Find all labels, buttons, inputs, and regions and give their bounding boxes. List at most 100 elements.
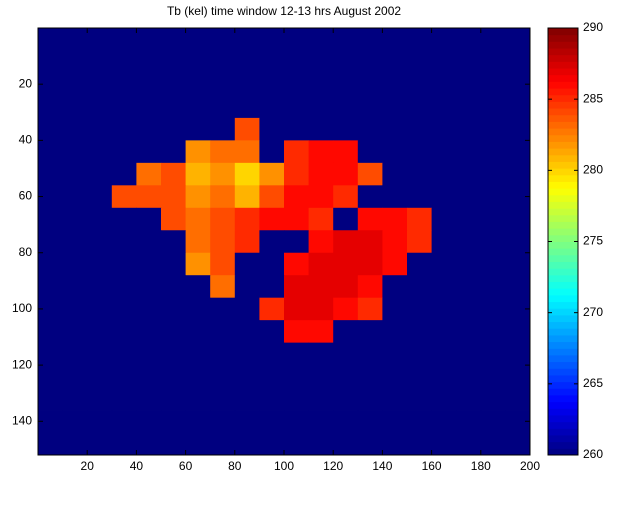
- colorbar-swatch: [548, 155, 578, 162]
- cell: [112, 140, 137, 163]
- cell: [136, 118, 161, 141]
- colorbar-swatch: [548, 295, 578, 302]
- cell: [210, 118, 235, 141]
- cell: [63, 185, 88, 208]
- colorbar-swatch: [548, 255, 578, 262]
- cell: [284, 185, 309, 208]
- cell: [333, 343, 358, 366]
- cell: [186, 343, 211, 366]
- cell: [382, 95, 407, 118]
- cell: [186, 253, 211, 276]
- cell: [63, 410, 88, 433]
- cell: [432, 253, 457, 276]
- y-tick-label: 80: [19, 245, 33, 259]
- cell: [210, 185, 235, 208]
- cell: [333, 253, 358, 276]
- cell: [87, 50, 112, 73]
- colorbar-swatch: [548, 348, 578, 355]
- cell: [87, 95, 112, 118]
- cell: [112, 253, 137, 276]
- cell: [87, 208, 112, 231]
- cell: [186, 118, 211, 141]
- cell: [481, 140, 506, 163]
- colorbar-swatch: [548, 108, 578, 115]
- cell: [136, 50, 161, 73]
- cell: [309, 208, 334, 231]
- cell: [284, 320, 309, 343]
- cell: [407, 433, 432, 456]
- cell: [38, 343, 63, 366]
- cell: [136, 208, 161, 231]
- cell: [432, 298, 457, 321]
- cell: [63, 365, 88, 388]
- y-tick-label: 120: [12, 357, 32, 371]
- colorbar-swatch: [548, 141, 578, 148]
- colorbar-swatch: [548, 148, 578, 155]
- cell: [87, 298, 112, 321]
- cell: [407, 253, 432, 276]
- cell: [136, 73, 161, 96]
- cell: [112, 275, 137, 298]
- cell: [284, 118, 309, 141]
- cell: [284, 95, 309, 118]
- cell: [309, 410, 334, 433]
- colorbar-swatch: [548, 355, 578, 362]
- cell: [259, 230, 284, 253]
- cell: [481, 50, 506, 73]
- cell: [481, 320, 506, 343]
- cell: [432, 163, 457, 186]
- y-tick-label: 60: [19, 189, 33, 203]
- cell: [259, 208, 284, 231]
- cell: [161, 208, 186, 231]
- colorbar: 260265270275280285290: [548, 20, 603, 461]
- colorbar-swatch: [548, 282, 578, 289]
- cell: [284, 298, 309, 321]
- colorbar-swatch: [548, 242, 578, 249]
- cell: [333, 163, 358, 186]
- cell: [259, 140, 284, 163]
- cell: [112, 73, 137, 96]
- cell: [333, 50, 358, 73]
- cell: [136, 163, 161, 186]
- cell: [407, 73, 432, 96]
- cell: [432, 410, 457, 433]
- cell: [38, 50, 63, 73]
- cell: [161, 410, 186, 433]
- cell: [432, 208, 457, 231]
- cell: [456, 50, 481, 73]
- cell: [309, 433, 334, 456]
- cell: [432, 185, 457, 208]
- colorbar-tick-label: 280: [583, 163, 603, 177]
- cell: [407, 275, 432, 298]
- cell: [235, 95, 260, 118]
- y-tick-label: 20: [19, 76, 33, 90]
- colorbar-swatch: [548, 48, 578, 55]
- colorbar-swatch: [548, 88, 578, 95]
- cell: [358, 253, 383, 276]
- x-tick-label: 60: [179, 459, 193, 473]
- cell: [259, 95, 284, 118]
- cell: [284, 73, 309, 96]
- cell: [382, 140, 407, 163]
- cell: [161, 253, 186, 276]
- colorbar-swatch: [548, 101, 578, 108]
- cell: [333, 410, 358, 433]
- cell: [112, 50, 137, 73]
- cell: [259, 410, 284, 433]
- colorbar-swatch: [548, 322, 578, 329]
- cell: [235, 185, 260, 208]
- cell: [235, 433, 260, 456]
- cell: [505, 208, 530, 231]
- x-tick-label: 180: [471, 459, 491, 473]
- cell: [456, 320, 481, 343]
- cell: [309, 73, 334, 96]
- cell: [161, 365, 186, 388]
- cell: [235, 343, 260, 366]
- cell: [112, 208, 137, 231]
- colorbar-swatch: [548, 408, 578, 415]
- cell: [38, 433, 63, 456]
- cell: [358, 365, 383, 388]
- colorbar-swatch: [548, 302, 578, 309]
- colorbar-swatch: [548, 161, 578, 168]
- cell: [358, 118, 383, 141]
